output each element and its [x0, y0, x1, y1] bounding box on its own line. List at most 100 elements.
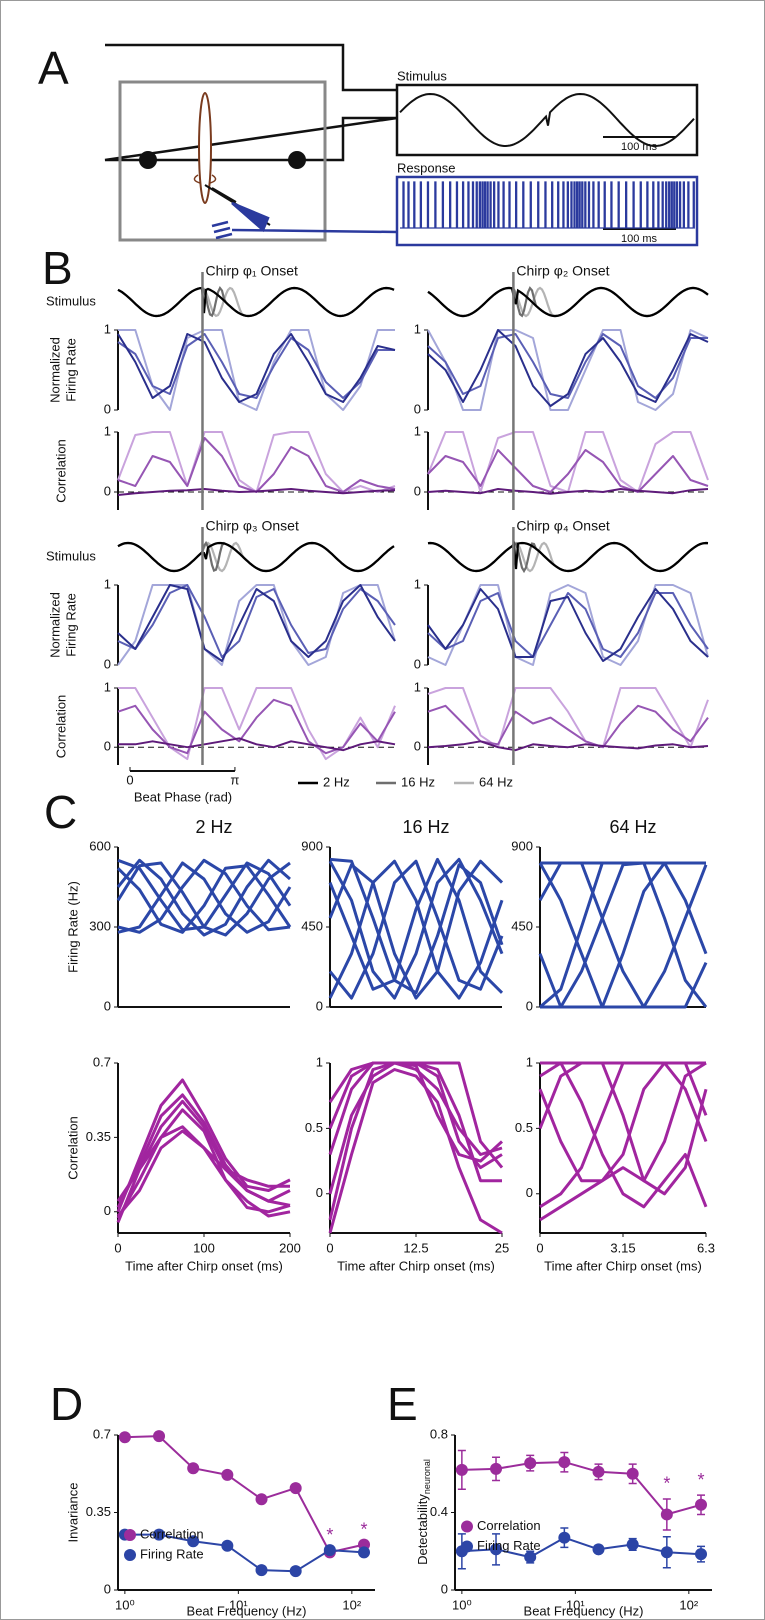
y-tick-label: 600 [89, 838, 111, 853]
marker [490, 1462, 503, 1475]
marker [490, 1543, 503, 1556]
series-line [118, 329, 395, 411]
panel-letter: C [44, 786, 77, 838]
y-tick-label: 1 [104, 576, 111, 591]
electrode [288, 151, 306, 169]
legend-label: Firing Rate [140, 1546, 204, 1561]
x-tick-label: 200 [279, 1240, 301, 1255]
y-tick-label: 1 [104, 679, 111, 694]
y-tick-label: 900 [511, 838, 533, 853]
y-tick-label: 1 [414, 423, 421, 438]
y-axis-label-main: Detectability [415, 1494, 430, 1565]
chart-title: 64 Hz [609, 817, 656, 837]
significance-mark: * [360, 1519, 367, 1539]
y-tick-label: 0 [104, 1581, 111, 1596]
series-line [116, 1093, 291, 1209]
x-tick-label: 10⁰ [115, 1597, 135, 1612]
series-line [328, 859, 504, 1000]
y-tick-label: 1 [414, 576, 421, 591]
x-axis-label: Time after Chirp onset (ms) [337, 1258, 495, 1273]
marker [187, 1535, 200, 1548]
marker [289, 1565, 302, 1578]
y-tick-label: 0 [414, 739, 421, 754]
series-line [117, 584, 396, 666]
x-tick-label: 10⁰ [452, 1597, 472, 1612]
y-tick-label: 0 [316, 998, 323, 1013]
series-line [539, 1061, 708, 1209]
response-spikes [400, 181, 695, 229]
marker [626, 1538, 639, 1551]
marker [255, 1564, 268, 1577]
stimulus-wave [399, 92, 695, 147]
series-line [118, 687, 396, 761]
y-tick-label: 0 [104, 1203, 111, 1218]
marker [358, 1546, 371, 1559]
y-tick-label: 450 [511, 918, 533, 933]
y-tick-label: 900 [301, 838, 323, 853]
series-line [427, 592, 709, 658]
marker [695, 1548, 708, 1561]
series-line [328, 859, 504, 1000]
series-line [539, 1061, 707, 1222]
y-tick-label: 0.5 [305, 1120, 323, 1135]
marker [323, 1544, 336, 1557]
legend-marker [124, 1529, 136, 1541]
legend-marker [461, 1520, 473, 1533]
inner-tank [118, 80, 327, 242]
y-axis-label: Correlation [53, 439, 68, 503]
chart-title: Chirp φ₁ Onset [205, 263, 297, 279]
y-tick-label: 1 [414, 679, 421, 694]
x-axis-label: Time after Chirp onset (ms) [125, 1258, 283, 1273]
stimulus-trace [427, 286, 709, 318]
y-tick-label: 1 [414, 321, 421, 336]
y-tick-label: 0 [104, 401, 111, 416]
marker [660, 1508, 673, 1521]
y-tick-label: 0 [441, 1581, 448, 1596]
series-line [328, 857, 504, 994]
marker [524, 1551, 537, 1564]
scale-label: 100 ms [621, 233, 658, 245]
marker [153, 1430, 166, 1443]
series-line [328, 857, 504, 1000]
y-tick-label: 0.35 [86, 1504, 111, 1519]
marker [558, 1531, 571, 1544]
series-line [540, 861, 708, 1009]
series-line [427, 584, 709, 666]
y-tick-label: 0 [414, 401, 421, 416]
series-line [427, 740, 709, 752]
series-line [427, 449, 709, 493]
legend-label: Firing Rate [477, 1538, 541, 1553]
significance-mark: * [663, 1474, 670, 1494]
stimulus-trace [117, 541, 395, 573]
series-line [117, 698, 396, 755]
marker [455, 1463, 468, 1476]
significance-mark: * [326, 1525, 333, 1545]
y-tick-label: 0 [526, 998, 533, 1013]
x-axis-label: Time after Chirp onset (ms) [544, 1258, 702, 1273]
y-tick-label: 0 [414, 656, 421, 671]
series-line [328, 1068, 503, 1235]
legend-label: 64 Hz [479, 774, 513, 789]
stimulus-trace [427, 541, 709, 573]
panel-letter: A [38, 42, 69, 94]
legend-label: Correlation [140, 1526, 204, 1541]
y-axis-label: Correlation [53, 695, 68, 759]
scale-label: 100 ms [621, 141, 658, 153]
y-tick-label: 1 [526, 1054, 533, 1069]
phase-tick-label: 0 [126, 772, 133, 787]
x-tick-label: 0 [114, 1240, 121, 1255]
series-line [329, 857, 504, 995]
recording-electrode [211, 201, 398, 240]
stimulus-label: Stimulus [397, 68, 447, 83]
x-tick-label: 6.3 [697, 1240, 715, 1255]
y-tick-label: 1 [104, 423, 111, 438]
response-label: Response [397, 160, 456, 175]
marker [153, 1528, 166, 1541]
marker [660, 1546, 673, 1559]
marker [558, 1456, 571, 1469]
x-tick-label: 12.5 [403, 1240, 428, 1255]
marker [289, 1482, 302, 1495]
y-axis-label: Detectabilityneuronal [415, 1459, 432, 1565]
